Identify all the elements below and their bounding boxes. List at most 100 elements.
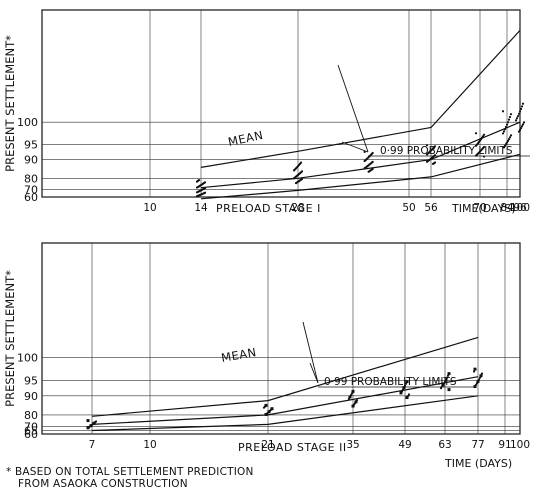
data-point [479, 374, 483, 378]
y-tick-label: 60 [24, 191, 38, 204]
data-point [482, 145, 486, 149]
footnote-line-1: * BASED ON TOTAL SETTLEMENT PREDICTION [6, 466, 254, 478]
data-point [501, 132, 505, 135]
x-tick-label: 63 [438, 439, 451, 451]
data-point [446, 374, 450, 377]
data-point [518, 110, 522, 113]
data-point [267, 410, 271, 414]
time-axis-label: TIME(DAYS) [451, 202, 516, 215]
data-point [197, 178, 201, 182]
data-point [507, 138, 511, 141]
data-point [299, 161, 303, 164]
data-point [519, 107, 523, 111]
x-tick-label: 100 [510, 439, 530, 451]
data-point [441, 383, 445, 387]
data-point [519, 126, 523, 130]
data-point [447, 388, 451, 392]
data-point [502, 130, 506, 133]
annotation-leader-line [337, 64, 369, 153]
data-point [444, 378, 448, 382]
time-axis-label: TIME (DAYS) [444, 457, 512, 470]
y-tick-label: 65 [24, 425, 38, 438]
data-point [509, 134, 513, 137]
x-axis-label: PRELOAD STAGE II [238, 441, 347, 454]
data-point [482, 133, 486, 136]
data-point [402, 386, 406, 390]
data-point [474, 383, 478, 386]
upper-limit-line [91, 336, 479, 417]
data-point [351, 389, 355, 393]
data-point [508, 136, 512, 139]
data-point [445, 376, 449, 379]
data-point [354, 400, 358, 404]
data-point [86, 426, 90, 430]
y-tick-label: 90 [24, 154, 38, 167]
data-point [508, 115, 512, 119]
data-point [506, 139, 510, 142]
data-point [509, 113, 513, 116]
data-point [504, 125, 508, 129]
data-point [474, 132, 478, 135]
data-point [517, 130, 521, 133]
data-point [203, 191, 207, 194]
data-point [349, 394, 353, 397]
data-point [520, 125, 524, 128]
x-axis-label: PRELOAD STAGE I [216, 202, 321, 215]
data-point [405, 396, 409, 400]
data-point [371, 167, 374, 171]
data-point [404, 382, 408, 385]
y-tick-label: 80 [24, 409, 38, 422]
footnote-line-2: FROM ASAOKA CONSTRUCTION [18, 478, 188, 490]
y-tick-label: 100 [17, 352, 38, 365]
x-tick-label: 10 [143, 202, 156, 214]
data-point [371, 151, 374, 155]
data-point [270, 407, 274, 411]
data-point [501, 110, 505, 113]
x-tick-label: 91 [498, 439, 511, 451]
x-tick-label: 14 [194, 202, 208, 214]
data-point [480, 372, 484, 375]
lower-limit-line [200, 153, 521, 200]
x-tick-label: 50 [402, 202, 415, 214]
mean-line [91, 376, 479, 425]
data-point [505, 123, 509, 126]
x-tick-label: 84 [500, 202, 514, 214]
y-tick-label: 70 [24, 184, 38, 197]
annotation-leader-line [309, 362, 319, 384]
data-point [425, 144, 429, 147]
data-point [433, 161, 437, 164]
y-tick-label: 60 [24, 428, 38, 441]
data-point [503, 144, 507, 147]
data-point [442, 382, 446, 385]
data-point [399, 391, 403, 395]
x-tick-label: 49 [398, 439, 411, 451]
mean-annotation: MEAN [227, 128, 265, 149]
data-point [517, 112, 521, 115]
data-point [355, 399, 359, 402]
data-point [403, 384, 407, 387]
data-point [400, 390, 404, 393]
x-tick-label: 96 [513, 202, 527, 214]
y-tick-label: 90 [24, 390, 38, 403]
data-point [439, 386, 443, 390]
x-tick-label: 70 [473, 202, 486, 214]
data-point [521, 102, 525, 105]
plot-frame [41, 9, 521, 198]
plot-frame [41, 242, 521, 435]
y-tick-label: 80 [24, 172, 38, 185]
data-point [520, 105, 524, 108]
data-point [516, 114, 520, 118]
data-point [300, 170, 304, 173]
y-axis-label: PRESENT SETTLEMENT* [3, 35, 17, 172]
data-point [407, 393, 411, 396]
probability-limits-annotation: 0·99 PROBABILITY LIMITS [324, 376, 457, 388]
upper-limit-line [200, 29, 521, 168]
data-point [203, 187, 207, 190]
data-point [92, 421, 96, 425]
data-point [264, 412, 268, 416]
annotation-leader-line [302, 321, 319, 384]
probability-limits-annotation: 0·99 PROBABILITY LIMITS [380, 145, 513, 157]
lower-limit-line [91, 395, 479, 432]
